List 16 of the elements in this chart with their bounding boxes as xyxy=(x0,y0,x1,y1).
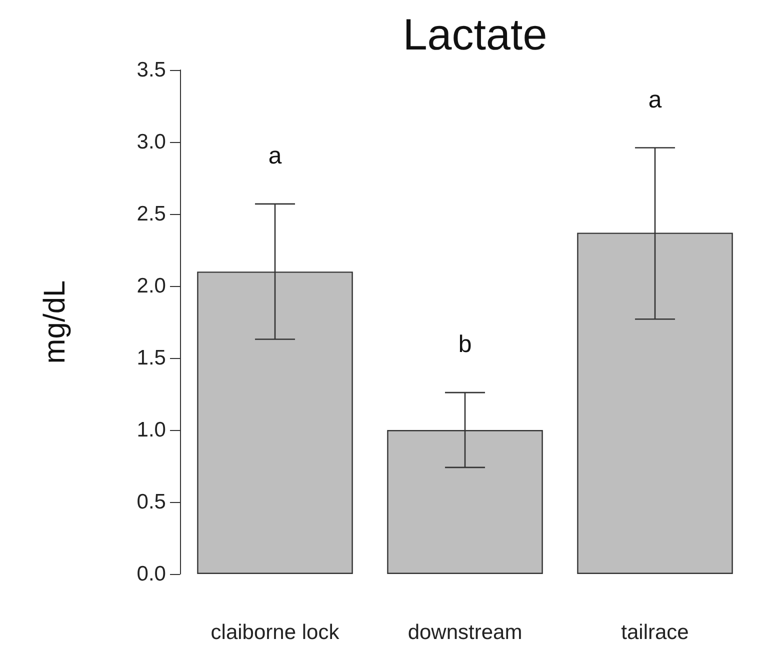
x-tick-label: tailrace xyxy=(621,621,689,644)
y-tick-label: 0.5 xyxy=(136,490,166,514)
annotation: a xyxy=(268,142,282,170)
x-tick-label: claiborne lock xyxy=(210,621,340,644)
y-tick-label: 3.5 xyxy=(136,58,166,82)
x-tick-label: downstream xyxy=(408,621,522,644)
y-tick-label: 3.0 xyxy=(136,130,166,154)
y-tick-label: 0.0 xyxy=(136,562,166,586)
y-tick-label: 1.0 xyxy=(136,418,166,442)
chart-title: Lactate xyxy=(402,10,548,60)
annotation: b xyxy=(458,331,472,358)
y-tick-label: 2.5 xyxy=(136,202,166,226)
y-axis-title: mg/dL xyxy=(38,280,72,364)
y-tick-label: 2.0 xyxy=(136,274,166,298)
y-tick-label: 1.5 xyxy=(136,346,166,370)
annotation: a xyxy=(648,86,662,114)
